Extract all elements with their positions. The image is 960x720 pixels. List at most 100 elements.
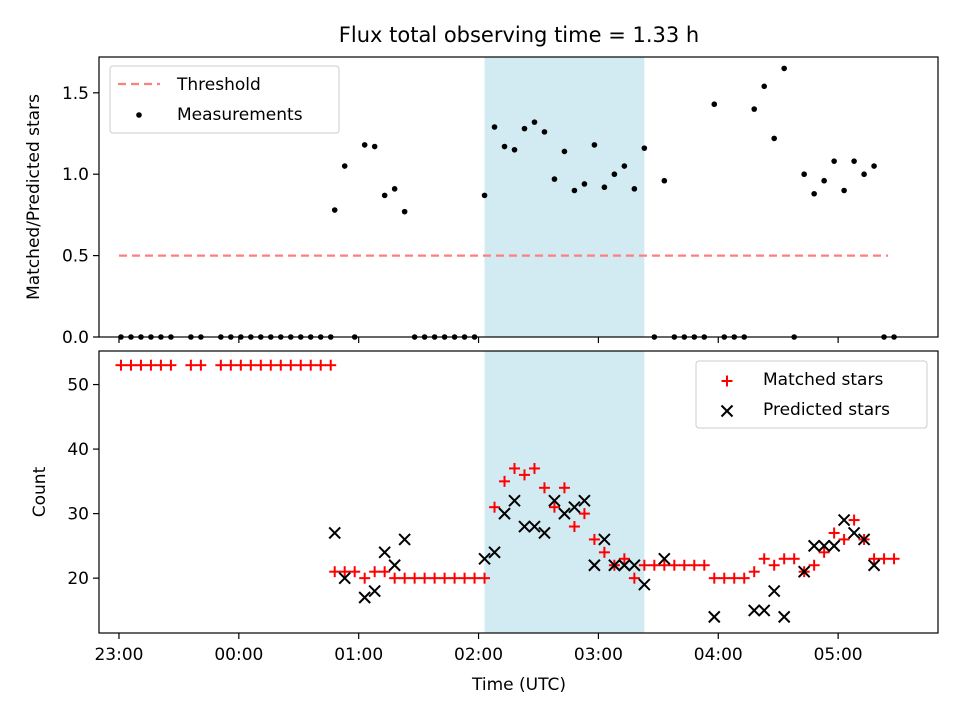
legend-matched-marker (721, 375, 733, 387)
bottom-legend-box (695, 360, 928, 429)
matched-point (538, 482, 550, 494)
predicted-point (758, 604, 771, 617)
matched-point (568, 521, 580, 533)
matched-point (369, 566, 381, 578)
matched-point (265, 359, 277, 371)
bottom-legend: Matched stars Predicted stars (695, 360, 928, 429)
predicted-point (498, 507, 511, 520)
matched-point (748, 566, 760, 578)
measurement-point (521, 125, 528, 132)
predicted-points (328, 494, 881, 624)
predicted-point (588, 559, 601, 572)
predicted-point (478, 552, 491, 565)
predicted-point (528, 520, 541, 533)
predicted-point (378, 546, 391, 559)
measurement-point (551, 176, 558, 182)
matched-point (818, 546, 830, 558)
measurement-point (711, 101, 718, 108)
measurement-point (531, 119, 538, 125)
matched-point (728, 572, 740, 584)
legend-predicted-swatch (720, 404, 734, 418)
measurement-point (641, 145, 648, 151)
x-tick-label: 01:00 (334, 645, 383, 665)
top-legend: Threshold Measurements (109, 65, 340, 134)
top-y-ticks: 0.0 0.5 1.0 1.5 (62, 84, 99, 348)
predicted-point (847, 526, 861, 540)
x-tick-label: 02:00 (454, 645, 503, 665)
legend-matched-label: Matched stars (763, 370, 883, 390)
predicted-point (658, 552, 671, 565)
predicted-point (598, 533, 611, 546)
matched-point (245, 359, 257, 371)
measurement-point (571, 187, 578, 194)
predicted-point (807, 539, 821, 553)
measurement-point (871, 163, 877, 169)
matched-point (439, 572, 451, 584)
matched-point (469, 572, 481, 584)
matched-point (409, 572, 421, 584)
measurement-point (761, 83, 768, 90)
y-tick-label: 40 (67, 440, 89, 460)
matched-point (115, 359, 127, 371)
matched-point (718, 572, 730, 584)
measurement-point (661, 177, 668, 184)
x-tick-label: 05:00 (814, 645, 863, 665)
measurement-point (541, 129, 548, 135)
matched-point (145, 359, 157, 371)
matched-point (848, 514, 860, 526)
matched-point (868, 553, 880, 565)
matched-point (768, 559, 780, 571)
top-legend-box (109, 65, 340, 134)
predicted-point (558, 507, 571, 520)
legend-measurement-swatch (136, 112, 142, 118)
measurement-point (341, 163, 348, 169)
y-tick-label: 1.0 (62, 165, 89, 185)
matched-point (578, 508, 590, 520)
matched-point (255, 359, 267, 371)
measurement-point (501, 143, 508, 150)
matched-point (359, 572, 371, 584)
x-tick-label: 04:00 (694, 645, 743, 665)
matched-point (808, 559, 820, 571)
predicted-point (338, 571, 351, 585)
matched-point (509, 462, 521, 474)
legend-matched-swatch (721, 375, 733, 387)
matched-point (155, 359, 167, 371)
matched-point (479, 572, 491, 584)
measurement-point (581, 181, 588, 187)
predicted-point (827, 539, 841, 553)
matched-point (459, 572, 471, 584)
measurement-point (361, 142, 368, 148)
top-y-axis-label: Matched/Predicted stars (24, 94, 44, 300)
top-x-ticks (118, 337, 839, 343)
measurement-point (841, 187, 847, 194)
matched-point (225, 359, 237, 371)
bottom-plot-frame (98, 350, 939, 634)
matched-point (638, 559, 650, 571)
measurement-point (781, 65, 787, 72)
matched-point (778, 553, 790, 565)
matched-point (628, 572, 640, 584)
y-tick-label: 20 (67, 569, 89, 589)
predicted-point (837, 513, 851, 527)
x-axis-label: Time (UTC) (471, 675, 566, 695)
measurement-point (611, 171, 618, 178)
matched-point (658, 559, 670, 571)
measurement-point (401, 208, 408, 215)
measurement-point (861, 171, 867, 178)
measurement-point (771, 135, 777, 142)
measurement-point (511, 146, 518, 153)
matched-point (389, 572, 401, 584)
matched-point (518, 469, 530, 481)
predicted-point (748, 604, 761, 617)
matched-point (399, 572, 411, 584)
predicted-point (857, 533, 871, 546)
measurement-point (751, 106, 758, 112)
matched-point (135, 359, 147, 371)
x-tick-label: 23:00 (94, 645, 143, 665)
legend-predicted-label: Predicted stars (763, 400, 890, 420)
matched-point (295, 359, 307, 371)
top-plot-frame (98, 56, 939, 338)
predicted-point (817, 539, 831, 553)
